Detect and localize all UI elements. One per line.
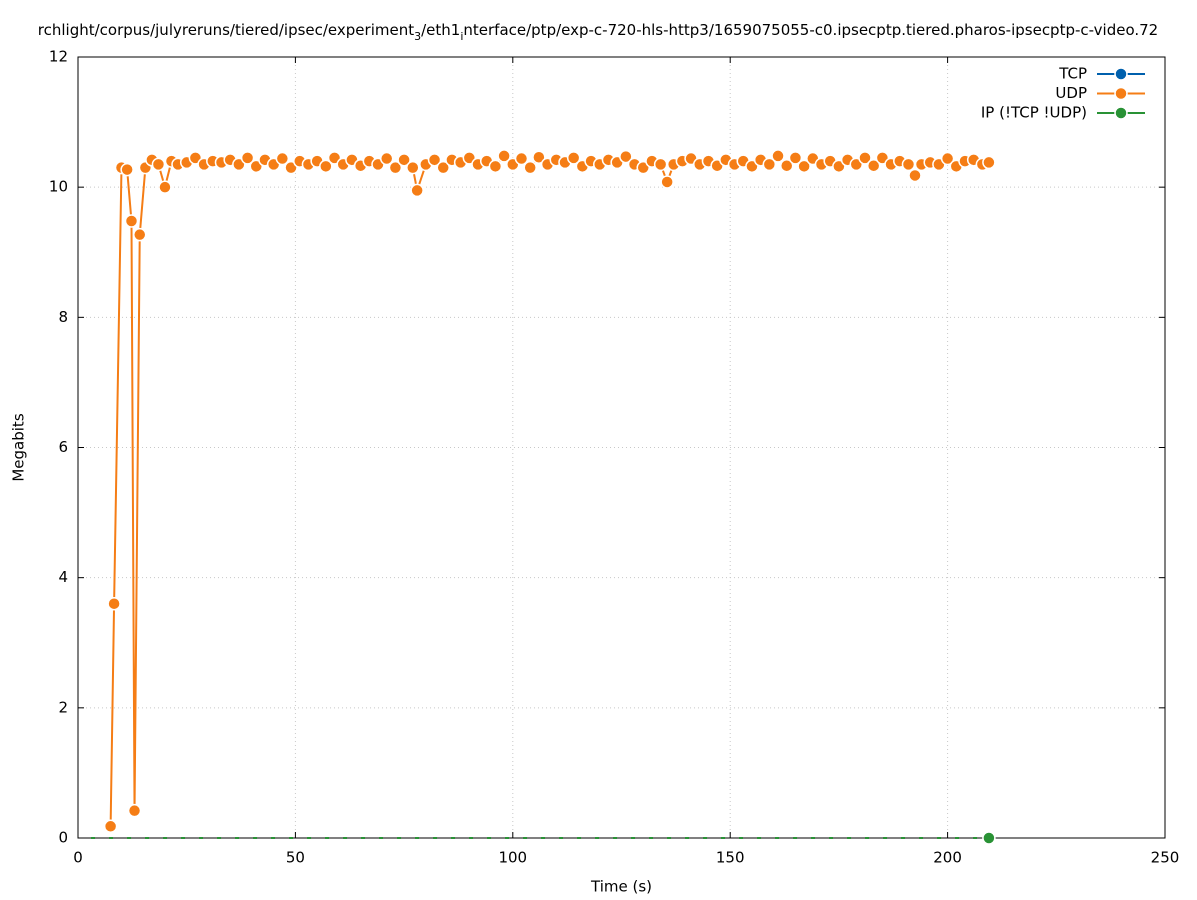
data-point bbox=[566, 151, 581, 165]
y-tick-label: 0 bbox=[58, 829, 68, 847]
x-tick-label: 0 bbox=[73, 849, 83, 867]
data-point bbox=[406, 160, 420, 175]
data-point bbox=[319, 159, 333, 174]
data-point bbox=[523, 160, 537, 175]
y-tick-label: 6 bbox=[58, 438, 68, 456]
legend-label: TCP bbox=[1058, 65, 1087, 83]
x-tick-label: 100 bbox=[498, 849, 527, 867]
data-point bbox=[779, 158, 794, 173]
data-point bbox=[107, 596, 121, 611]
data-point bbox=[120, 162, 134, 177]
title-part: rchlight/corpus/julyreruns/tiered/ipsec/… bbox=[38, 21, 414, 39]
data-point bbox=[771, 149, 785, 163]
data-point bbox=[240, 151, 255, 165]
data-point bbox=[436, 160, 450, 175]
data-point bbox=[514, 151, 529, 166]
data-point bbox=[275, 151, 290, 166]
data-point bbox=[158, 180, 172, 194]
legend-marker bbox=[1114, 67, 1128, 81]
data-point bbox=[982, 831, 996, 845]
data-point bbox=[762, 157, 777, 172]
data-point bbox=[427, 153, 442, 167]
legend-label: IP (!TCP !UDP) bbox=[981, 104, 1087, 122]
data-point bbox=[788, 151, 803, 165]
title-part: 3 bbox=[414, 30, 421, 43]
plot-border bbox=[77, 56, 1166, 839]
y-tick-label: 8 bbox=[58, 308, 68, 326]
title-part: i bbox=[460, 30, 463, 43]
title-part: /eth1 bbox=[421, 21, 460, 39]
data-point bbox=[103, 819, 118, 834]
data-point bbox=[497, 149, 511, 163]
title-part: nterface/ptp/exp-c-720-hls-http3/1659075… bbox=[463, 21, 1158, 39]
data-point bbox=[127, 803, 142, 818]
data-point bbox=[132, 227, 147, 242]
data-point bbox=[866, 158, 881, 173]
y-tick-label: 10 bbox=[49, 178, 68, 196]
legend-marker bbox=[1114, 86, 1128, 101]
x-tick-label: 50 bbox=[286, 849, 305, 867]
y-tick-label: 2 bbox=[58, 698, 68, 716]
x-axis-label: Time (s) bbox=[590, 878, 652, 896]
x-tick-label: 250 bbox=[1151, 849, 1180, 867]
data-point bbox=[379, 151, 394, 166]
data-point bbox=[532, 150, 546, 164]
legend-marker bbox=[1114, 106, 1128, 120]
y-tick-label: 12 bbox=[49, 48, 68, 66]
data-point bbox=[151, 157, 166, 172]
data-point bbox=[397, 153, 411, 167]
data-point bbox=[901, 157, 916, 172]
data-point bbox=[797, 159, 811, 174]
data-point bbox=[653, 157, 668, 172]
legend-label: UDP bbox=[1055, 84, 1087, 102]
series-line bbox=[109, 154, 990, 827]
data-point bbox=[619, 149, 633, 164]
data-point bbox=[940, 151, 955, 166]
data-point bbox=[410, 183, 424, 198]
data-point bbox=[124, 214, 139, 228]
data-point bbox=[982, 155, 996, 170]
y-tick-label: 4 bbox=[58, 568, 68, 586]
chart-title: rchlight/corpus/julyreruns/tiered/ipsec/… bbox=[38, 21, 1158, 43]
x-tick-label: 200 bbox=[933, 849, 962, 867]
y-axis-label: Megabits bbox=[10, 413, 28, 481]
data-point bbox=[488, 159, 503, 174]
data-point bbox=[858, 151, 872, 165]
data-point bbox=[908, 168, 922, 183]
data-point bbox=[388, 160, 403, 175]
x-tick-label: 150 bbox=[716, 849, 745, 867]
data-point bbox=[660, 175, 674, 189]
